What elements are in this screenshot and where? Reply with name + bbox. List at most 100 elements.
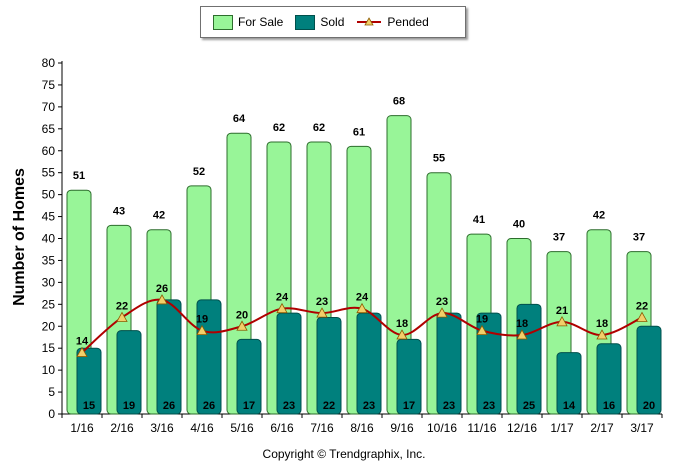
data-label-pended: 22 (116, 300, 128, 312)
data-label-sold: 23 (443, 400, 455, 412)
data-label-pended: 20 (236, 309, 248, 321)
marker-pended (236, 320, 248, 331)
x-tick-label: 11/16 (467, 421, 496, 435)
marker-pended (156, 294, 168, 305)
data-label-for-sale: 52 (193, 166, 205, 178)
data-label-sold: 25 (523, 400, 535, 412)
data-label-sold: 23 (283, 400, 295, 412)
data-label-pended: 18 (396, 318, 408, 330)
data-label-pended: 24 (276, 292, 289, 304)
y-tick-label: 50 (42, 188, 56, 202)
legend-swatch-pended (357, 17, 382, 26)
x-tick-label: 10/16 (427, 421, 457, 435)
x-tick-label: 12/16 (507, 421, 537, 435)
marker-pended (116, 311, 128, 322)
y-tick-label: 10 (42, 363, 56, 377)
y-tick-label: 70 (42, 100, 56, 114)
x-tick-label: 4/16 (190, 421, 214, 435)
legend-label-sold: Sold (320, 15, 345, 29)
data-label-for-sale: 68 (393, 96, 405, 108)
y-axis-label: Number of Homes (11, 168, 28, 306)
data-label-for-sale: 62 (313, 122, 325, 134)
marker-pended (596, 329, 608, 340)
bar-sold (476, 312, 502, 415)
y-tick-label: 35 (42, 253, 56, 267)
y-tick-label: 40 (42, 232, 56, 246)
x-tick-label: 6/16 (270, 421, 294, 435)
data-label-sold: 26 (203, 400, 215, 412)
bar-sold (596, 343, 622, 415)
y-tick-label: 55 (42, 166, 56, 180)
data-label-pended: 19 (476, 314, 488, 326)
y-tick-label: 75 (42, 78, 56, 92)
marker-pended (436, 307, 448, 318)
data-label-sold: 23 (483, 400, 495, 412)
data-label-for-sale: 51 (73, 170, 85, 182)
legend-label-for-sale: For Sale (238, 15, 284, 29)
x-tick-label: 2/16 (110, 421, 134, 435)
marker-pended (196, 324, 208, 336)
data-label-pended: 23 (436, 296, 448, 308)
data-label-sold: 15 (83, 400, 95, 412)
marker-pended (516, 329, 528, 340)
marker-pended (476, 324, 488, 336)
y-tick-label: 25 (42, 297, 56, 311)
x-tick-label: 1/17 (550, 421, 574, 435)
x-tick-label: 1/16 (70, 421, 94, 435)
copyright-text: Copyright © Trendgraphix, Inc. (262, 447, 426, 461)
y-tick-label: 60 (42, 144, 56, 158)
bar-sold (76, 347, 102, 415)
marker-pended (356, 302, 368, 314)
marker-pended (636, 311, 648, 322)
y-tick-label: 5 (48, 385, 55, 399)
y-tick-label: 0 (48, 407, 55, 421)
data-label-for-sale: 37 (633, 232, 645, 244)
data-label-pended: 21 (556, 305, 568, 317)
bar-sold (436, 312, 462, 415)
data-label-sold: 16 (603, 400, 615, 412)
data-label-pended: 19 (196, 314, 208, 326)
y-tick-label: 30 (42, 275, 56, 289)
data-label-for-sale: 64 (233, 113, 246, 125)
bar-sold (236, 338, 262, 415)
data-label-sold: 17 (403, 400, 415, 412)
data-label-for-sale: 42 (153, 210, 165, 222)
data-label-sold: 19 (123, 400, 135, 412)
legend-item-sold: Sold (295, 14, 345, 30)
data-label-pended: 14 (76, 336, 89, 348)
bar-sold (116, 330, 142, 415)
bar-sold (636, 325, 662, 415)
bar-sold (156, 299, 182, 415)
x-tick-label: 9/16 (390, 421, 414, 435)
marker-pended (556, 316, 568, 327)
chart-legend: For Sale Sold Pended (200, 6, 466, 38)
legend-swatch-for-sale (213, 14, 233, 30)
y-tick-label: 80 (42, 56, 56, 70)
data-label-pended: 18 (596, 318, 608, 330)
data-label-for-sale: 42 (593, 210, 605, 222)
data-label-sold: 23 (363, 400, 375, 412)
legend-item-for-sale: For Sale (213, 14, 284, 30)
data-label-for-sale: 41 (473, 214, 485, 226)
y-tick-label: 45 (42, 210, 56, 224)
data-label-sold: 22 (323, 400, 335, 412)
data-label-for-sale: 61 (353, 126, 365, 138)
x-tick-label: 3/16 (150, 421, 174, 435)
marker-pended (276, 302, 288, 314)
y-tick-label: 20 (42, 319, 56, 333)
marker-pended (396, 329, 408, 340)
marker-pended (316, 307, 328, 318)
x-tick-label: 2/17 (590, 421, 614, 435)
bar-sold (396, 338, 422, 415)
y-tick-label: 15 (42, 341, 56, 355)
bar-sold (356, 312, 382, 415)
x-tick-label: 3/17 (630, 421, 654, 435)
data-label-sold: 17 (243, 400, 255, 412)
marker-pended (76, 346, 88, 357)
data-label-for-sale: 43 (113, 205, 125, 217)
data-label-pended: 24 (356, 292, 369, 304)
bar-sold (556, 352, 582, 415)
data-label-pended: 22 (636, 300, 648, 312)
data-label-for-sale: 62 (273, 122, 285, 134)
